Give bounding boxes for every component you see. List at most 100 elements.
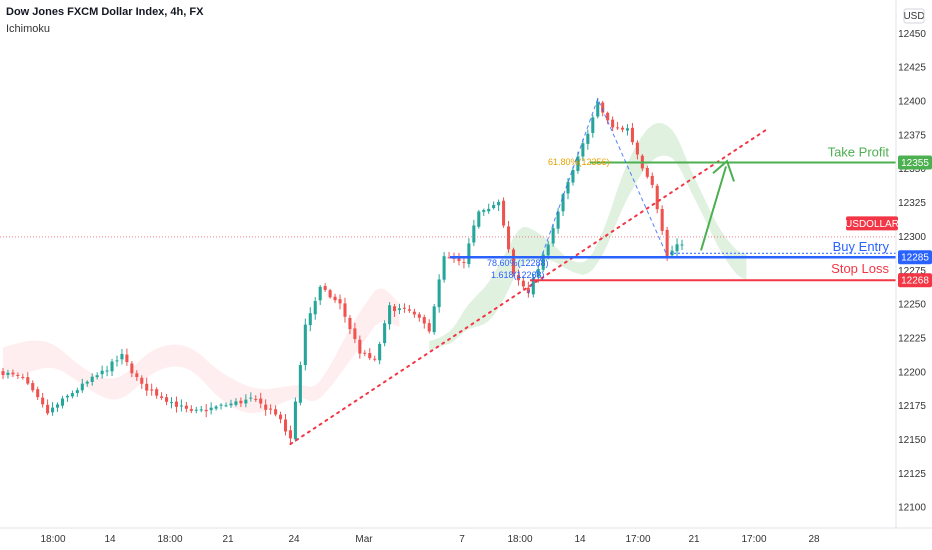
y-tick-label: 12350	[898, 164, 926, 175]
x-tick-label: 14	[574, 534, 586, 545]
candle-body	[665, 229, 669, 256]
stop-loss-label: Stop Loss	[831, 261, 889, 276]
candle-body	[606, 112, 610, 121]
x-tick-label: 18:00	[157, 534, 182, 545]
ichimoku-cloud	[3, 122, 747, 414]
y-tick-label: 12400	[898, 97, 926, 108]
candle-body	[343, 303, 347, 317]
candle-body	[611, 119, 615, 128]
candle-body	[447, 257, 451, 259]
candle-body	[95, 375, 99, 378]
candle-body	[140, 377, 144, 384]
trend-line	[289, 127, 769, 446]
candle-body	[189, 409, 193, 411]
candle-body	[402, 307, 406, 309]
indicator-label: Ichimoku	[6, 23, 51, 35]
x-tick-label: 24	[288, 534, 300, 545]
candle-body	[551, 228, 555, 244]
x-tick-label: 7	[459, 534, 465, 545]
fib-1618-label: 1.618(12268)	[491, 270, 545, 280]
candle-body	[145, 383, 149, 391]
candle-body	[11, 372, 15, 375]
candle-body	[541, 254, 545, 270]
candle-body	[596, 102, 600, 117]
candle-body	[363, 352, 367, 354]
candle-body	[85, 381, 89, 384]
candle-body	[41, 397, 45, 405]
candle-body	[21, 376, 25, 379]
x-tick-label: 17:00	[625, 534, 650, 545]
candle-body	[412, 311, 416, 315]
candle-body	[184, 405, 188, 409]
candle-body	[566, 181, 570, 194]
candle-body	[561, 194, 565, 212]
candle-body	[506, 226, 511, 250]
annotation-layer: Take Profit Buy Entry Stop Loss 61.80%(1235…	[289, 97, 896, 446]
x-tick-label: 21	[222, 534, 234, 545]
candle-body	[36, 389, 40, 398]
buy-entry-tag-bg	[898, 250, 932, 265]
candle-body	[462, 262, 466, 264]
candle-body	[75, 390, 79, 394]
candle-body	[105, 370, 109, 372]
candle-body	[65, 395, 69, 398]
candle-body	[249, 397, 253, 399]
candle-body	[125, 354, 129, 363]
candle-body	[571, 169, 575, 183]
candle-body	[536, 269, 540, 277]
chart-title: Dow Jones FXCM Dollar Index, 4h, FX	[6, 6, 204, 18]
candle-body	[214, 406, 218, 409]
candle-body	[239, 400, 243, 404]
stop-loss-tag-bg	[898, 273, 932, 288]
x-tick-label: 21	[688, 534, 700, 545]
y-tick-label: 12125	[898, 469, 926, 480]
projection-arrow-shaft	[700, 166, 727, 251]
candle-body	[393, 306, 397, 312]
candle-body	[130, 363, 134, 374]
candle-body	[259, 398, 263, 404]
candle-body	[467, 243, 471, 265]
x-tick-label: 14	[104, 534, 116, 545]
candle-body	[150, 389, 154, 391]
candle-body	[313, 301, 317, 315]
candle-body	[348, 317, 352, 330]
y-tick-label: 12100	[898, 503, 926, 514]
candle-body	[46, 404, 50, 414]
candle-body	[511, 249, 516, 275]
candle-body	[51, 407, 55, 413]
candle-body	[274, 409, 278, 415]
candle-body	[155, 389, 159, 396]
candle-body	[234, 401, 238, 405]
candle-body	[670, 250, 674, 256]
kumo-red-band	[3, 288, 400, 414]
candle-body	[70, 393, 74, 397]
x-tick-label: 18:00	[40, 534, 65, 545]
kumo-green-band	[429, 122, 747, 351]
candle-body	[338, 299, 342, 304]
candle-body	[60, 398, 65, 406]
candle-body	[388, 305, 392, 325]
candle-body	[110, 361, 114, 372]
candle-body	[1, 371, 5, 376]
candle-body	[526, 287, 530, 294]
candle-body	[477, 211, 481, 227]
harmonic-pattern	[527, 97, 668, 294]
candle-body	[373, 358, 377, 360]
candle-body	[635, 142, 639, 155]
candle-body	[497, 201, 501, 206]
candle-body	[660, 208, 664, 231]
candle-body	[160, 396, 164, 398]
candle-body	[298, 365, 302, 403]
candle-body	[383, 323, 387, 344]
candle-body	[16, 375, 20, 377]
candle-body	[591, 117, 595, 133]
y-tick-label: 12175	[898, 401, 926, 412]
currency-label: USD	[903, 11, 924, 22]
candle-body	[165, 397, 169, 402]
candle-body	[502, 200, 506, 226]
candle-body	[288, 430, 292, 439]
y-tick-label: 12225	[898, 333, 926, 344]
projection-arrow-head	[712, 159, 735, 182]
candle-body	[115, 360, 119, 362]
